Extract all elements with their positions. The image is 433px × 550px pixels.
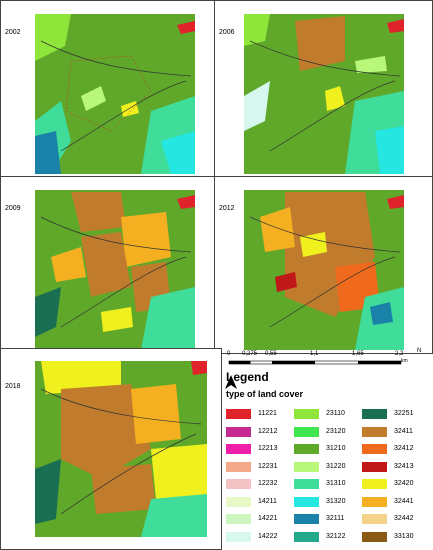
legend-swatch — [226, 409, 251, 419]
legend-code: 33130 — [394, 532, 414, 540]
legend-swatch — [362, 444, 387, 454]
land-cover-map-2012 — [244, 190, 404, 350]
legend-code: 32420 — [394, 480, 414, 487]
land-cover-map-2009 — [35, 190, 195, 350]
land-cover-map-2006 — [244, 14, 404, 174]
legend-swatch — [226, 496, 251, 507]
legend-code: 31210 — [326, 445, 346, 452]
legend-code: 32411 — [394, 427, 413, 435]
legend-code: 12213 — [258, 445, 278, 452]
legend-swatch — [226, 531, 251, 542]
map-panel-2009: 2009 — [0, 176, 219, 354]
legend-code: 31220 — [326, 462, 346, 470]
legend-swatch — [294, 479, 319, 489]
map-panel-2002: 2002 — [0, 0, 219, 178]
panel-year-label: 2002 — [5, 29, 21, 36]
legend-swatch — [226, 426, 251, 437]
legend-swatch — [226, 444, 251, 454]
scale-tick-label: 0,275 — [242, 351, 258, 357]
legend-swatch — [294, 426, 319, 437]
scale-tick-label: 0,55 — [265, 351, 277, 357]
legend-code: 12212 — [258, 427, 278, 435]
north-arrow-icon — [225, 375, 237, 389]
legend-code: 14222 — [258, 532, 278, 540]
land-cover-map-2018 — [35, 361, 207, 537]
panel-year-label: 2012 — [219, 205, 235, 212]
legend-code: 14221 — [258, 515, 278, 522]
legend-code: 32251 — [394, 410, 414, 417]
map-panel-2012: 2012 — [214, 176, 433, 354]
legend-subtitle: type of land cover — [226, 389, 304, 399]
legend-code: 31310 — [326, 480, 346, 487]
map-panel-2006: 2006 — [214, 0, 433, 178]
legend-swatch — [362, 409, 387, 419]
scale-tick-label: 2,2 — [395, 351, 404, 357]
legend-swatch — [362, 479, 387, 489]
scale-unit-label: km — [401, 358, 408, 364]
legend-code: 23110 — [326, 410, 345, 417]
legend-swatch — [226, 479, 251, 489]
legend-swatch — [362, 426, 387, 437]
panel-year-label: 2018 — [5, 383, 21, 390]
panel-year-label: 2009 — [5, 205, 21, 212]
legend-code: 11221 — [258, 410, 277, 417]
legend-code: 32111 — [326, 515, 345, 522]
legend-swatch — [294, 409, 319, 419]
legend-code: 31320 — [326, 497, 346, 505]
scale-bar: 0 0,275 0,55 1,1 1,65 2,2 km N — [225, 348, 430, 389]
legend-code: 12232 — [258, 480, 278, 487]
legend-swatch — [362, 461, 387, 472]
legend-swatch — [294, 444, 319, 454]
legend-swatch — [294, 461, 319, 472]
legend-swatch — [226, 514, 251, 524]
legend-code: 32441 — [394, 497, 414, 505]
legend-code: 14211 — [258, 497, 277, 505]
legend-swatch — [362, 514, 387, 524]
legend-swatch — [362, 496, 387, 507]
north-label: N — [417, 348, 422, 354]
legend-code: 23120 — [326, 427, 346, 435]
panel-year-label: 2006 — [219, 29, 235, 36]
legend-swatch — [294, 531, 319, 542]
scale-bar-graphic — [228, 360, 402, 365]
legend-swatch — [294, 496, 319, 507]
legend-code: 12231 — [258, 462, 278, 470]
legend-title: Legend — [226, 370, 269, 384]
legend-code: 32122 — [326, 532, 346, 540]
scale-tick-label: 1,65 — [352, 351, 364, 357]
legend-code: 32412 — [394, 445, 414, 452]
scale-tick-label: 1,1 — [310, 351, 319, 357]
map-panel-2018: 2018 — [0, 348, 222, 550]
legend-code: 32442 — [394, 515, 414, 522]
scale-tick-label: 0 — [227, 351, 231, 357]
legend-code: 32413 — [394, 462, 414, 470]
legend-swatch — [362, 531, 387, 542]
legend-swatch — [294, 514, 319, 524]
legend-swatch — [226, 461, 251, 472]
land-cover-map-2002 — [35, 14, 195, 174]
